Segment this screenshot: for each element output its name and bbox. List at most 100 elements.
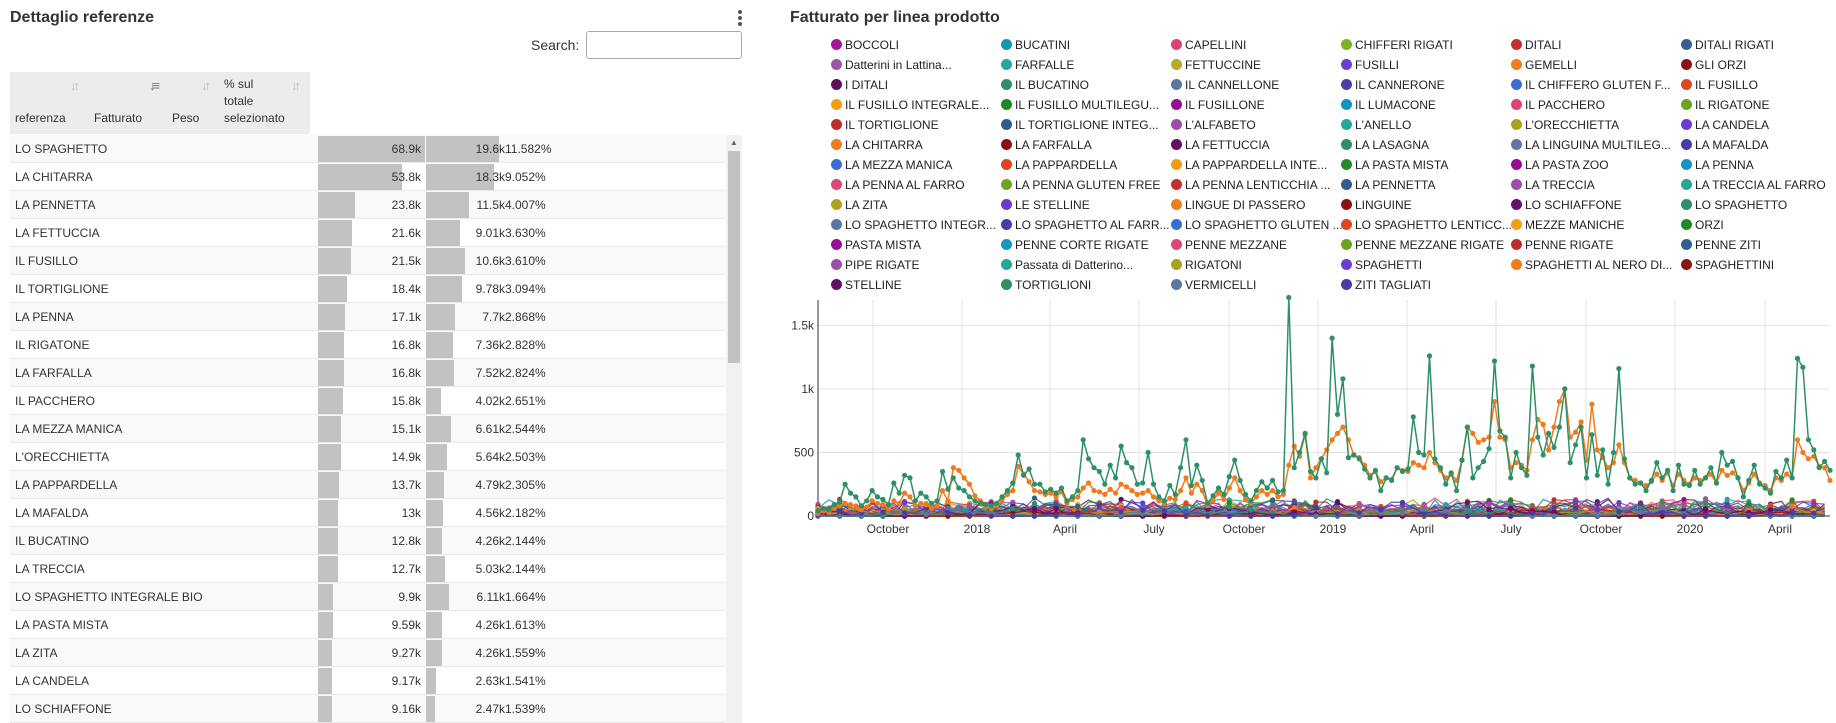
legend-item[interactable]: GLI ORZI <box>1681 57 1746 73</box>
legend-item[interactable]: ZITI TAGLIATI <box>1341 277 1431 293</box>
legend-item[interactable]: IL CHIFFERO GLUTEN F... <box>1511 77 1671 93</box>
legend-item[interactable]: SPAGHETTINI <box>1681 257 1774 273</box>
legend-item[interactable]: LA LASAGNA <box>1341 137 1429 153</box>
sort-icon-peso[interactable]: ↓↑ <box>201 78 211 93</box>
legend-item[interactable]: LA PENNA AL FARRO <box>831 177 965 193</box>
legend-item[interactable]: FARFALLE <box>1001 57 1074 73</box>
legend-item[interactable]: IL CANNERONE <box>1341 77 1445 93</box>
table-row[interactable]: LO SCHIAFFONE 9.16k 2.47k 1.539% <box>10 695 725 723</box>
legend-item[interactable]: PENNE RIGATE <box>1511 237 1613 253</box>
legend-item[interactable]: BUCATINI <box>1001 37 1070 53</box>
legend-item[interactable]: IL BUCATINO <box>1001 77 1089 93</box>
table-row[interactable]: LA TRECCIA 12.7k 5.03k 2.144% <box>10 555 725 583</box>
legend-item[interactable]: SPAGHETTI <box>1341 257 1422 273</box>
sort-desc-icon-fatturato[interactable]: ↓≡ <box>149 78 160 93</box>
legend-item[interactable]: LA LINGUINA MULTILEG... <box>1511 137 1671 153</box>
table-row[interactable]: LA PAPPARDELLA 13.7k 4.79k 2.305% <box>10 471 725 499</box>
legend-item[interactable]: IL FUSILLO INTEGRALE... <box>831 97 989 113</box>
table-row[interactable]: IL PACCHERO 15.8k 4.02k 2.651% <box>10 387 725 415</box>
table-row[interactable]: LA CHITARRA 53.8k 18.3k 9.052% <box>10 163 725 191</box>
table-row[interactable]: IL FUSILLO 21.5k 10.6k 3.610% <box>10 247 725 275</box>
legend-item[interactable]: I DITALI <box>831 77 888 93</box>
legend-item[interactable]: LA PASTA ZOO <box>1511 157 1609 173</box>
table-scrollbar[interactable]: ▲ <box>726 135 742 723</box>
legend-item[interactable]: DITALI RIGATI <box>1681 37 1774 53</box>
legend-item[interactable]: DITALI <box>1511 37 1561 53</box>
legend-item[interactable]: LA TRECCIA AL FARRO <box>1681 177 1826 193</box>
legend-item[interactable]: LA PENNETTA <box>1341 177 1435 193</box>
legend-item[interactable]: IL PACCHERO <box>1511 97 1605 113</box>
legend-item[interactable]: PIPE RIGATE <box>831 257 919 273</box>
legend-item[interactable]: RIGATONI <box>1171 257 1242 273</box>
legend-item[interactable]: LA PAPPARDELLA <box>1001 157 1117 173</box>
table-row[interactable]: L'ORECCHIETTA 14.9k 5.64k 2.503% <box>10 443 725 471</box>
legend-item[interactable]: SPAGHETTI AL NERO DI... <box>1511 257 1672 273</box>
legend-item[interactable]: BOCCOLI <box>831 37 899 53</box>
table-row[interactable]: LA PENNA 17.1k 7.7k 2.868% <box>10 303 725 331</box>
legend-item[interactable]: FUSILLI <box>1341 57 1399 73</box>
legend-item[interactable]: PENNE MEZZANE <box>1171 237 1287 253</box>
legend-item[interactable]: IL RIGATONE <box>1681 97 1769 113</box>
table-row[interactable]: LO SPAGHETTO 68.9k 19.6k 11.582% <box>10 135 725 163</box>
legend-item[interactable]: FETTUCCINE <box>1171 57 1261 73</box>
legend-item[interactable]: STELLINE <box>831 277 902 293</box>
legend-item[interactable]: LA PENNA LENTICCHIA ... <box>1171 177 1330 193</box>
table-row[interactable]: LA CANDELA 9.17k 2.63k 1.541% <box>10 667 725 695</box>
legend-item[interactable]: IL TORTIGLIONE <box>831 117 939 133</box>
legend-item[interactable]: LA CHITARRA <box>831 137 923 153</box>
legend-item[interactable]: LO SCHIAFFONE <box>1511 197 1622 213</box>
legend-item[interactable]: IL TORTIGLIONE INTEG... <box>1001 117 1159 133</box>
legend-item[interactable]: L'ALFABETO <box>1171 117 1256 133</box>
table-row[interactable]: LA ZITA 9.27k 4.26k 1.559% <box>10 639 725 667</box>
column-header-peso[interactable]: Peso <box>172 111 200 125</box>
legend-item[interactable]: LA ZITA <box>831 197 887 213</box>
legend-item[interactable]: LINGUE DI PASSERO <box>1171 197 1305 213</box>
table-row[interactable]: LA PENNETTA 23.8k 11.5k 4.007% <box>10 191 725 219</box>
legend-item[interactable]: IL LUMACONE <box>1341 97 1436 113</box>
legend-item[interactable]: IL FUSILLONE <box>1171 97 1265 113</box>
legend-item[interactable]: PENNE ZITI <box>1681 237 1761 253</box>
legend-item[interactable]: LA PASTA MISTA <box>1341 157 1448 173</box>
table-row[interactable]: LA FARFALLA 16.8k 7.52k 2.824% <box>10 359 725 387</box>
legend-item[interactable]: IL FUSILLO <box>1681 77 1758 93</box>
legend-item[interactable]: ORZI <box>1681 217 1724 233</box>
search-input[interactable] <box>586 31 742 59</box>
table-panel-menu-icon[interactable] <box>738 10 742 28</box>
legend-item[interactable]: LINGUINE <box>1341 197 1412 213</box>
legend-item[interactable]: LA PAPPARDELLA INTE... <box>1171 157 1327 173</box>
legend-item[interactable]: IL FUSILLO MULTILEGU... <box>1001 97 1159 113</box>
column-header-referenza[interactable]: referenza <box>15 111 66 125</box>
table-row[interactable]: LA MEZZA MANICA 15.1k 6.61k 2.544% <box>10 415 725 443</box>
legend-item[interactable]: Datterini in Lattina... <box>831 57 952 73</box>
legend-item[interactable]: PASTA MISTA <box>831 237 921 253</box>
column-header-pct[interactable]: % sul totale selezionato <box>224 77 285 125</box>
scroll-up-arrow-icon[interactable]: ▲ <box>730 138 738 147</box>
table-row[interactable]: IL RIGATONE 16.8k 7.36k 2.828% <box>10 331 725 359</box>
legend-item[interactable]: CAPELLINI <box>1171 37 1246 53</box>
legend-item[interactable]: LA MAFALDA <box>1681 137 1768 153</box>
legend-item[interactable]: LA CANDELA <box>1681 117 1769 133</box>
legend-item[interactable]: LO SPAGHETTO LENTICC... <box>1341 217 1512 233</box>
table-row[interactable]: LA FETTUCCIA 21.6k 9.01k 3.630% <box>10 219 725 247</box>
legend-item[interactable]: LE STELLINE <box>1001 197 1090 213</box>
legend-item[interactable]: LA MEZZA MANICA <box>831 157 952 173</box>
legend-item[interactable]: LA FETTUCCIA <box>1171 137 1270 153</box>
sort-icon-referenza[interactable]: ↓↑ <box>70 78 80 93</box>
table-row[interactable]: LO SPAGHETTO INTEGRALE BIO 9.9k 6.11k 1.664… <box>10 583 725 611</box>
table-row[interactable]: IL TORTIGLIONE 18.4k 9.78k 3.094% <box>10 275 725 303</box>
legend-item[interactable]: LO SPAGHETTO GLUTEN ... <box>1171 217 1343 233</box>
legend-item[interactable]: LO SPAGHETTO AL FARR... <box>1001 217 1170 233</box>
scroll-thumb[interactable] <box>728 151 740 363</box>
legend-item[interactable]: LO SPAGHETTO INTEGR... <box>831 217 996 233</box>
legend-item[interactable]: CHIFFERI RIGATI <box>1341 37 1453 53</box>
table-row[interactable]: IL BUCATINO 12.8k 4.26k 2.144% <box>10 527 725 555</box>
legend-item[interactable]: VERMICELLI <box>1171 277 1256 293</box>
legend-item[interactable]: LA TRECCIA <box>1511 177 1595 193</box>
legend-item[interactable]: LA FARFALLA <box>1001 137 1092 153</box>
legend-item[interactable]: MEZZE MANICHE <box>1511 217 1624 233</box>
legend-item[interactable]: LO SPAGHETTO <box>1681 197 1787 213</box>
legend-item[interactable]: LA PENNA GLUTEN FREE <box>1001 177 1160 193</box>
sort-icon-pct[interactable]: ↓↑ <box>291 78 301 93</box>
legend-item[interactable]: Passata di Datterino... <box>1001 257 1133 273</box>
table-row[interactable]: LA MAFALDA 13k 4.56k 2.182% <box>10 499 725 527</box>
